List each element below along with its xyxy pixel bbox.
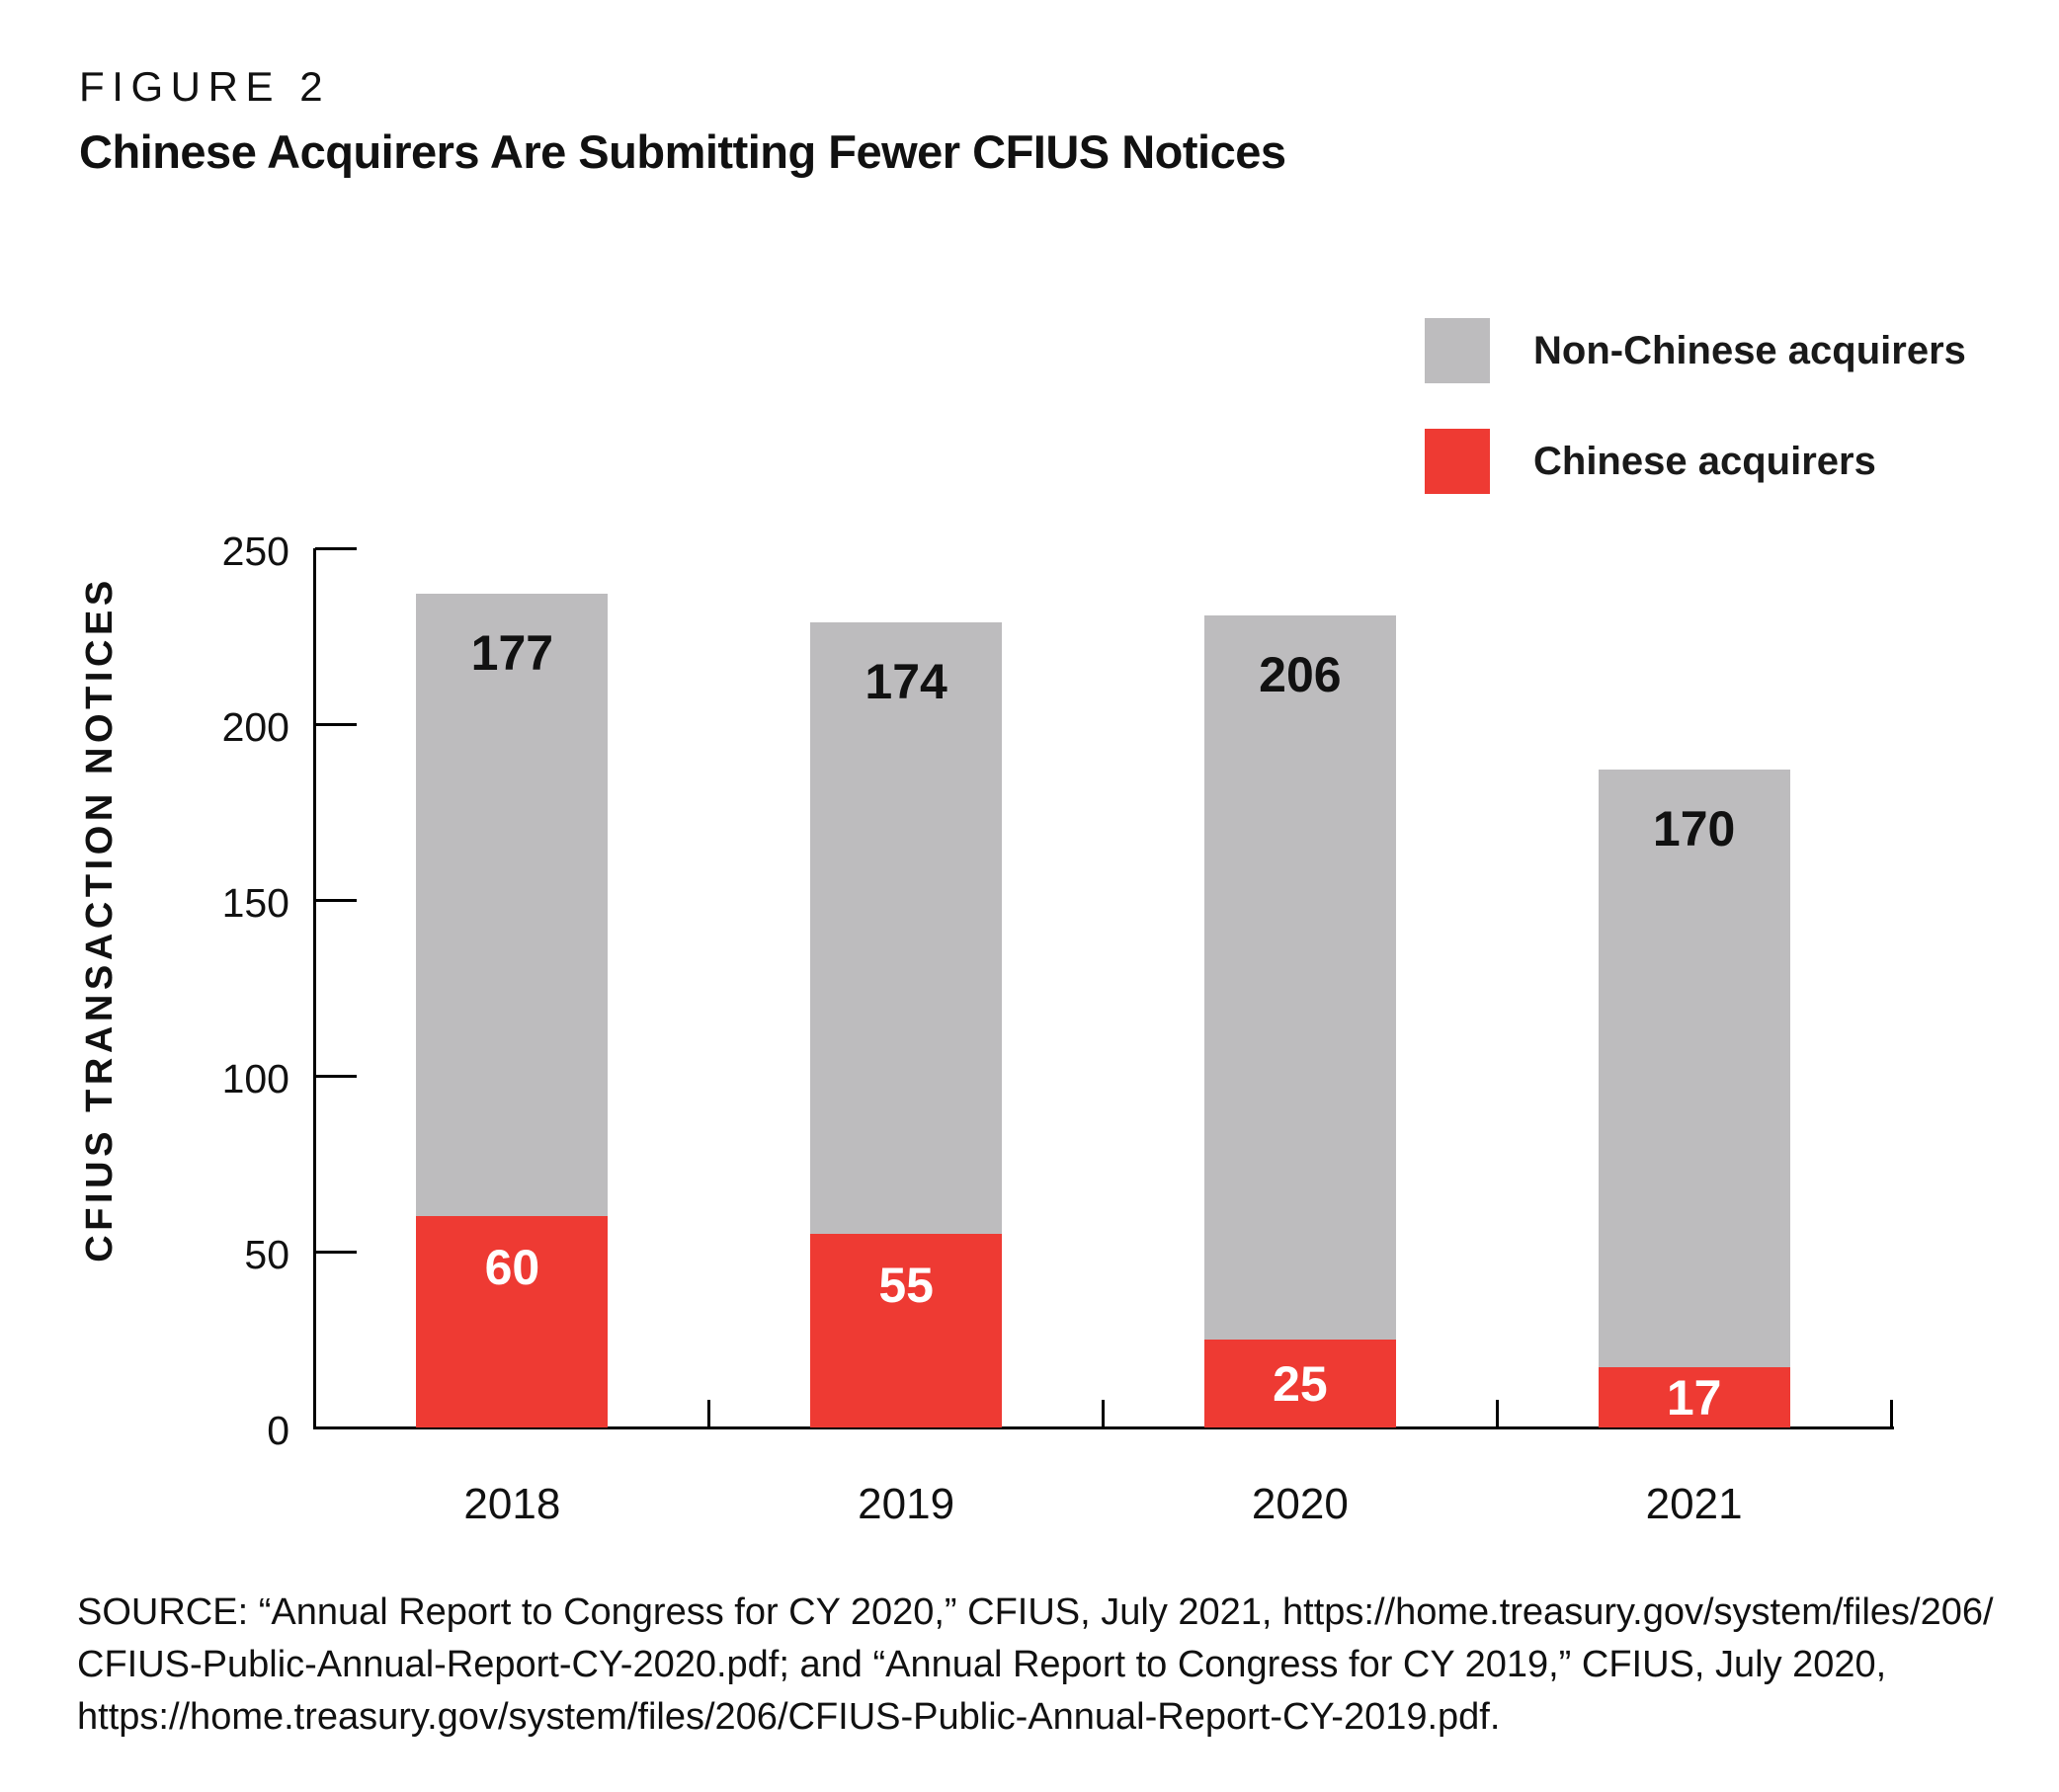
plot-area: CFIUS TRANSACTION NOTICES 0 50 100 150 200 25… — [79, 529, 1894, 1528]
value-label-non-chinese-2019: 174 — [865, 653, 947, 709]
bar-segment-non-chinese-2018 — [416, 594, 609, 1217]
source-line: SOURCE: “Annual Report to Congress for C… — [77, 1591, 1994, 1633]
chinese-swatch — [1425, 429, 1490, 494]
bar-segment-chinese-2018 — [416, 1216, 609, 1427]
bar-segment-chinese-2021 — [1598, 1367, 1790, 1427]
y-tick — [315, 898, 357, 902]
bar-segment-non-chinese-2021 — [1598, 770, 1790, 1368]
y-tick-label: 100 — [221, 1056, 289, 1101]
y-tick-label: 50 — [244, 1232, 289, 1277]
legend-item-chinese: Chinese acquirers — [1425, 429, 1966, 494]
y-tick-label: 250 — [221, 529, 289, 574]
value-label-chinese-2018: 60 — [484, 1240, 540, 1296]
x-category-label-2021: 2021 — [1645, 1480, 1743, 1528]
y-tick — [315, 722, 357, 726]
x-tick — [1889, 1400, 1893, 1427]
y-tick-label: 200 — [221, 704, 289, 750]
non-chinese-swatch — [1425, 318, 1490, 383]
legend: Non-Chinese acquirers Chinese acquirers — [1425, 318, 1966, 539]
value-label-non-chinese-2020: 206 — [1259, 646, 1342, 702]
y-tick — [315, 1074, 357, 1078]
value-label-non-chinese-2021: 170 — [1652, 801, 1736, 857]
x-tick — [707, 1400, 711, 1427]
x-tick — [1102, 1400, 1105, 1427]
value-label-non-chinese-2018: 177 — [470, 625, 554, 682]
value-label-chinese-2019: 55 — [878, 1258, 934, 1314]
bar-segment-chinese-2019 — [810, 1234, 1003, 1427]
bar-segment-non-chinese-2020 — [1203, 614, 1396, 1340]
figure-label: FIGURE 2 — [79, 63, 331, 110]
y-tick — [315, 546, 357, 550]
legend-item-non-chinese: Non-Chinese acquirers — [1425, 318, 1966, 383]
x-category-label-2020: 2020 — [1251, 1480, 1349, 1528]
bar-segment-non-chinese-2019 — [810, 621, 1003, 1235]
source-note: SOURCE: “Annual Report to Congress for C… — [77, 1587, 1994, 1744]
source-line: https://home.treasury.gov/system/files/2… — [77, 1696, 1501, 1738]
y-axis-line — [313, 548, 316, 1429]
value-label-chinese-2020: 25 — [1273, 1355, 1328, 1412]
source-line: CFIUS-Public-Annual-Report-CY-2020.pdf; … — [77, 1644, 1887, 1685]
x-category-label-2019: 2019 — [858, 1480, 955, 1528]
legend-label-chinese: Chinese acquirers — [1533, 439, 1876, 483]
legend-label-non-chinese: Non-Chinese acquirers — [1533, 328, 1966, 372]
x-axis-line — [313, 1426, 1894, 1429]
y-tick-label: 0 — [267, 1408, 289, 1453]
x-tick — [1495, 1400, 1499, 1427]
x-category-label-2018: 2018 — [463, 1480, 561, 1528]
bar-segment-chinese-2020 — [1203, 1340, 1396, 1427]
y-tick — [315, 1250, 357, 1254]
figure-title: Chinese Acquirers Are Submitting Fewer C… — [79, 125, 1286, 178]
value-label-chinese-2021: 17 — [1666, 1369, 1722, 1425]
y-tick-label: 150 — [221, 880, 289, 926]
